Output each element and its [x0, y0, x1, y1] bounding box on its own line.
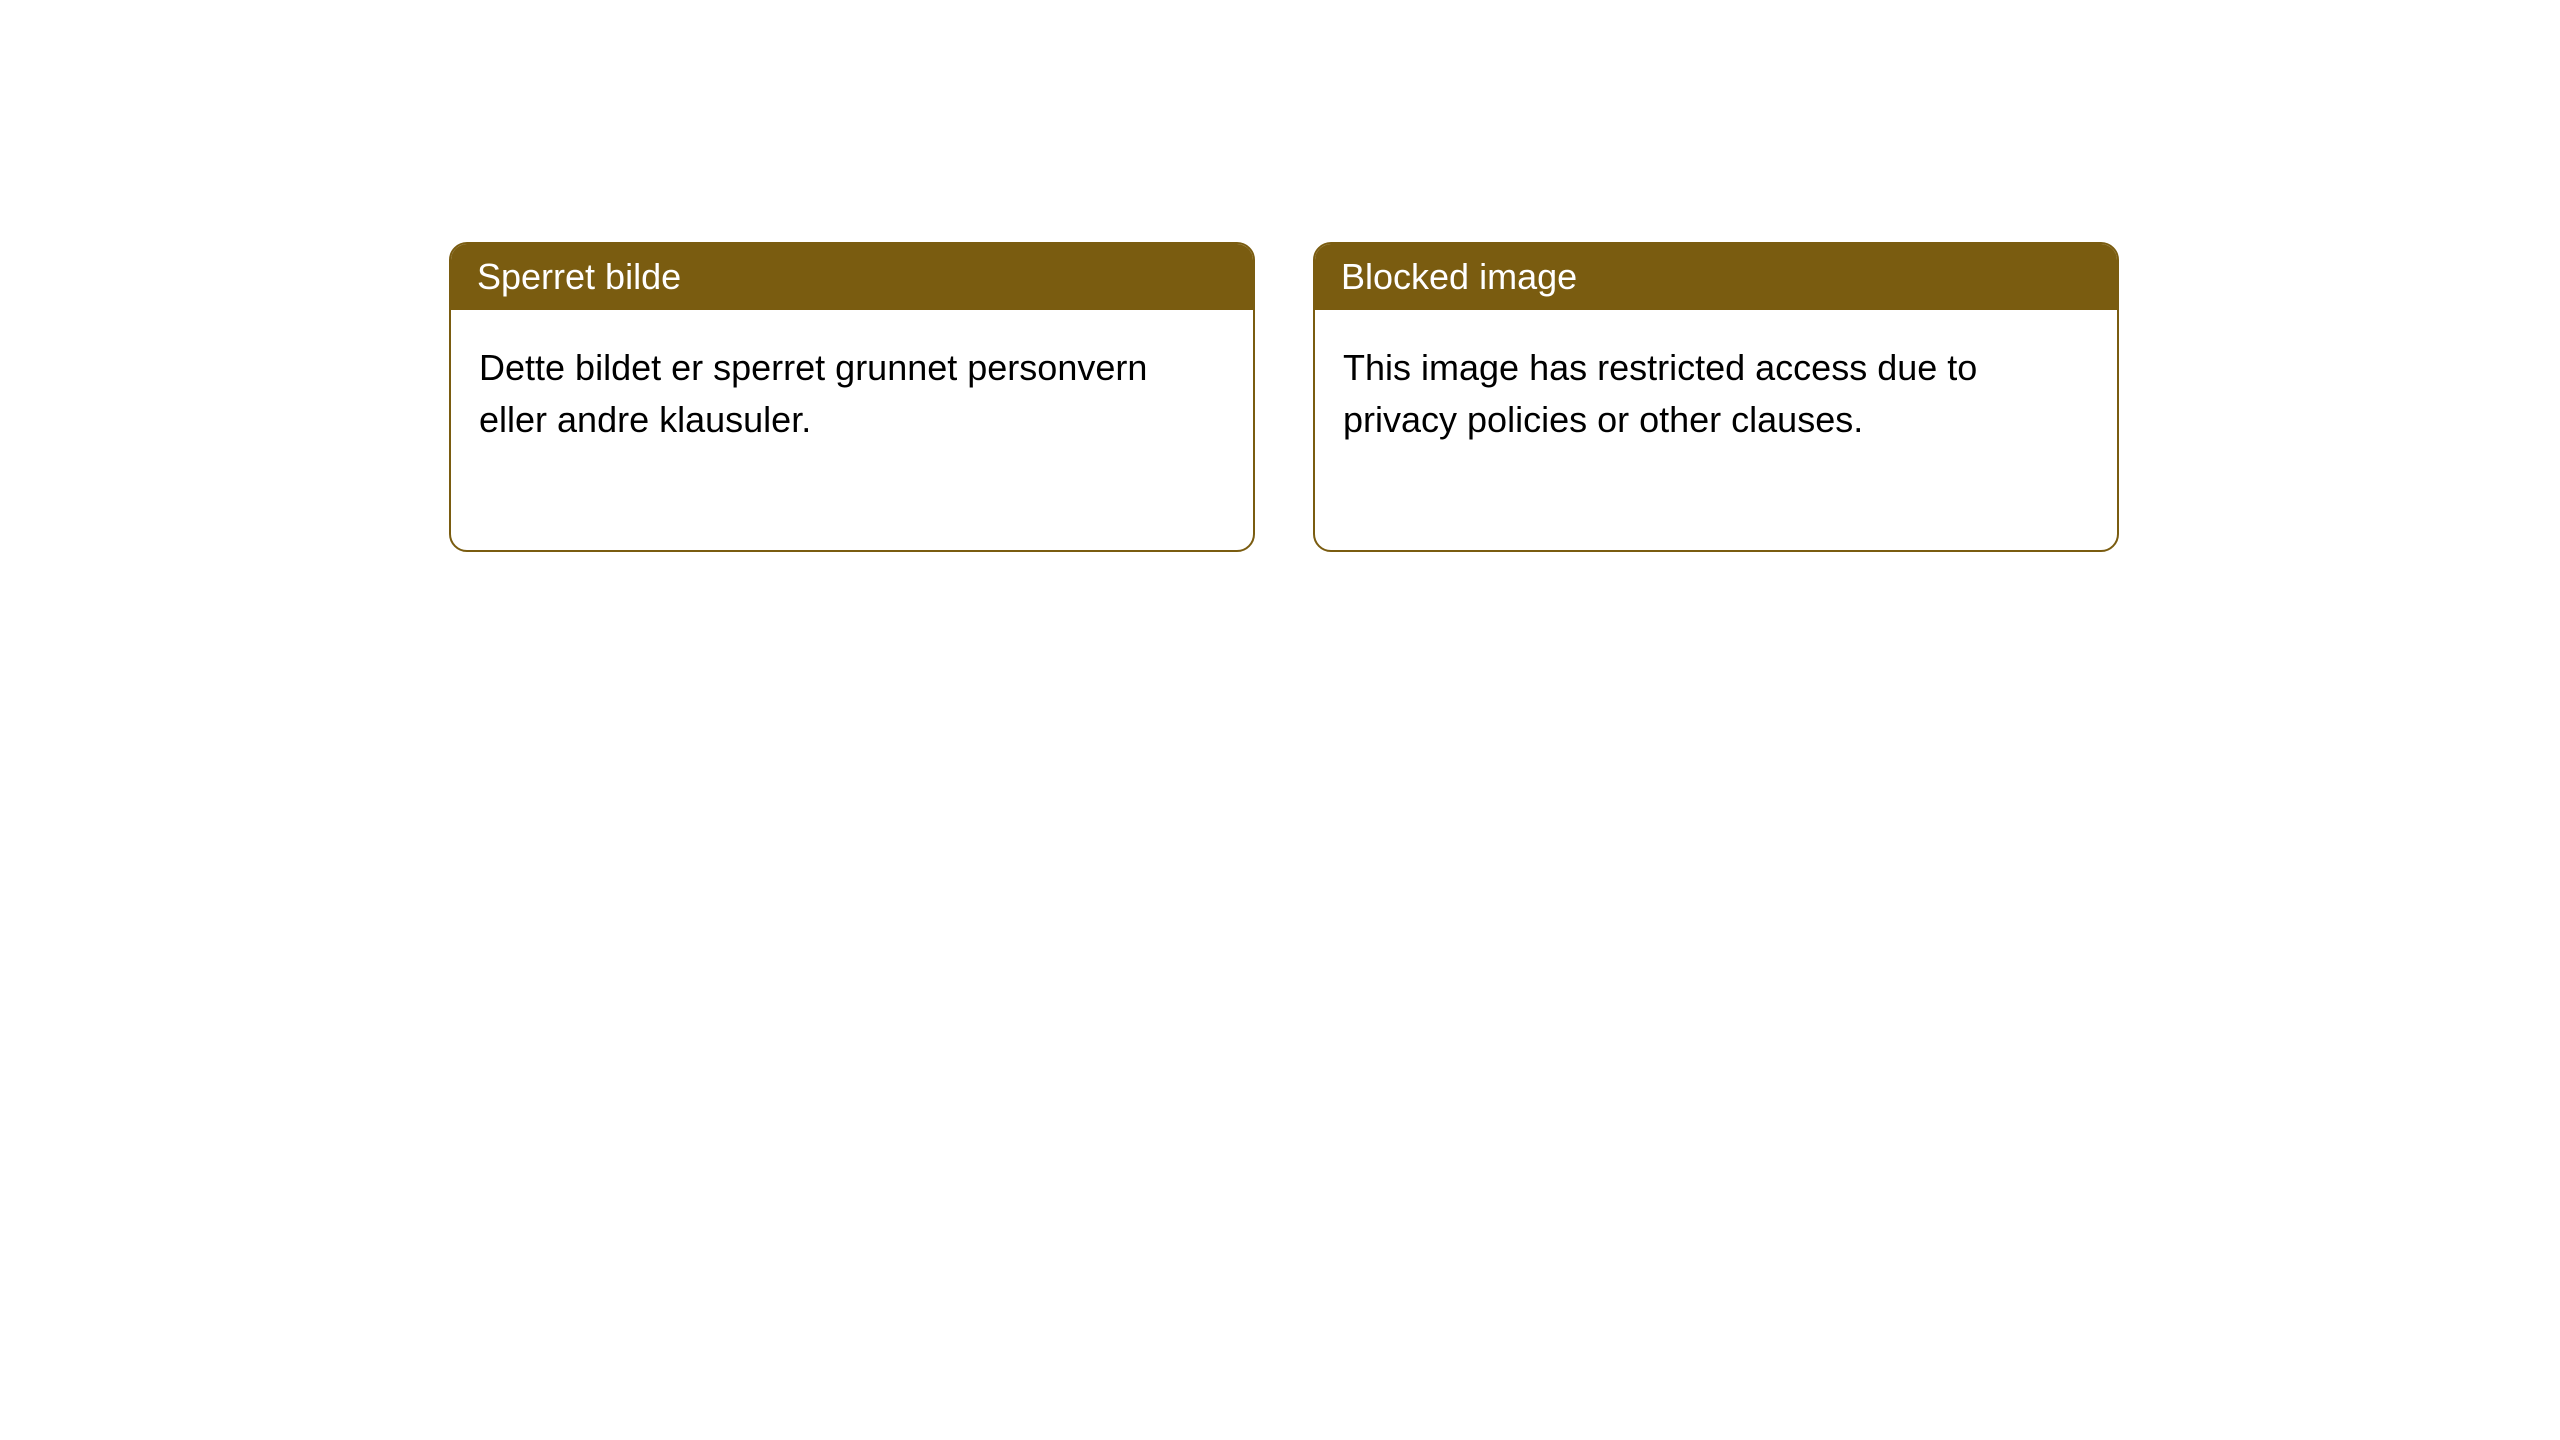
notice-card-norwegian: Sperret bilde Dette bildet er sperret gr…: [449, 242, 1255, 552]
notice-body: This image has restricted access due to …: [1315, 310, 2117, 550]
notice-container: Sperret bilde Dette bildet er sperret gr…: [0, 0, 2560, 552]
notice-header: Sperret bilde: [451, 244, 1253, 310]
notice-header: Blocked image: [1315, 244, 2117, 310]
notice-body: Dette bildet er sperret grunnet personve…: [451, 310, 1253, 550]
notice-card-english: Blocked image This image has restricted …: [1313, 242, 2119, 552]
